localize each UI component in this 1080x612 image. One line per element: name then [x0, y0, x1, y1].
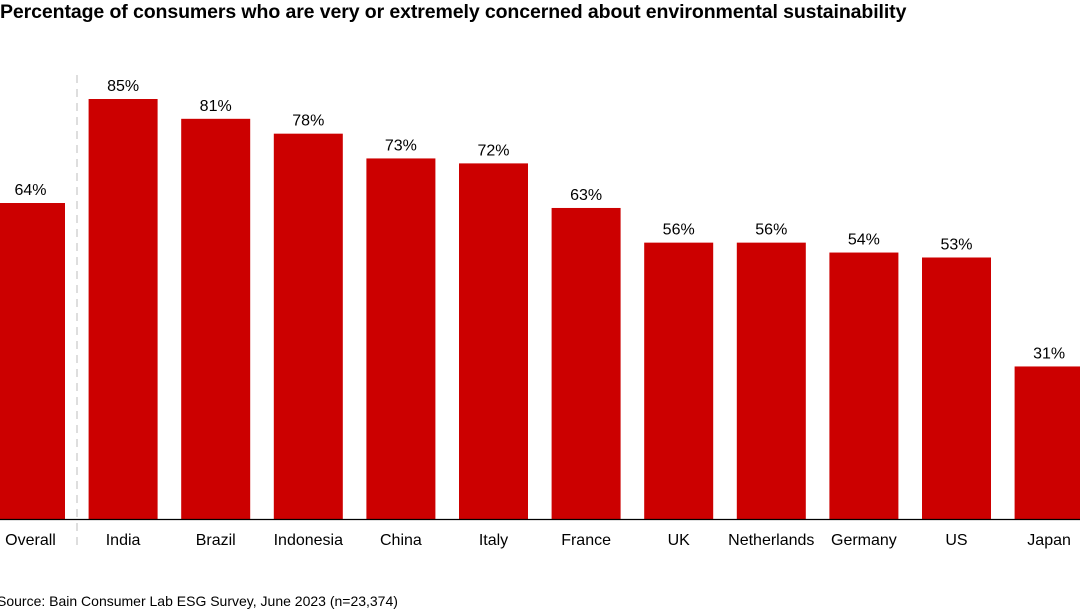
x-tick-label-uk: UK [668, 532, 691, 549]
bar-us [922, 257, 991, 520]
data-label-china: 73% [385, 137, 417, 154]
data-label-india: 85% [107, 78, 139, 95]
data-label-brazil: 81% [200, 98, 232, 115]
data-label-overall: 64% [14, 182, 46, 199]
data-label-japan: 31% [1033, 345, 1065, 362]
x-tick-label-italy: Italy [479, 532, 508, 549]
bar-germany [829, 252, 899, 520]
data-label-indonesia: 78% [292, 113, 324, 130]
bar-japan [1014, 366, 1080, 520]
x-tick-label-japan: Japan [1027, 532, 1071, 549]
x-tick-label-germany: Germany [831, 532, 897, 549]
bar-overall [0, 203, 65, 520]
data-label-germany: 54% [848, 232, 880, 249]
bar-indonesia [273, 133, 343, 520]
x-tick-label-brazil: Brazil [196, 532, 236, 549]
bar-uk [644, 242, 714, 520]
x-tick-label-netherlands: Netherlands [728, 532, 814, 549]
bar-chart: 64% Overall 85% India 81% Brazil 78% Indonesia 7… [0, 75, 1080, 550]
bar-france [551, 207, 621, 520]
bar-brazil [181, 118, 251, 520]
x-tick-label-us: US [945, 532, 967, 549]
x-tick-label-overall: Overall [5, 532, 56, 549]
bar-india [88, 99, 158, 520]
x-tick-label-india: India [106, 532, 141, 549]
bar-china [366, 158, 436, 520]
chart-title: Percentage of consumers who are very or … [0, 1, 907, 23]
data-label-us: 53% [940, 236, 972, 253]
bar-netherlands [736, 242, 806, 520]
data-label-uk: 56% [663, 222, 695, 239]
x-tick-label-indonesia: Indonesia [274, 532, 343, 549]
data-label-netherlands: 56% [755, 222, 787, 239]
data-label-france: 63% [570, 187, 602, 204]
data-label-italy: 72% [477, 142, 509, 159]
source-note: Source: Bain Consumer Lab ESG Survey, Ju… [0, 593, 398, 609]
x-tick-label-france: France [561, 532, 611, 549]
bar-italy [459, 163, 528, 520]
x-tick-label-china: China [380, 532, 422, 549]
